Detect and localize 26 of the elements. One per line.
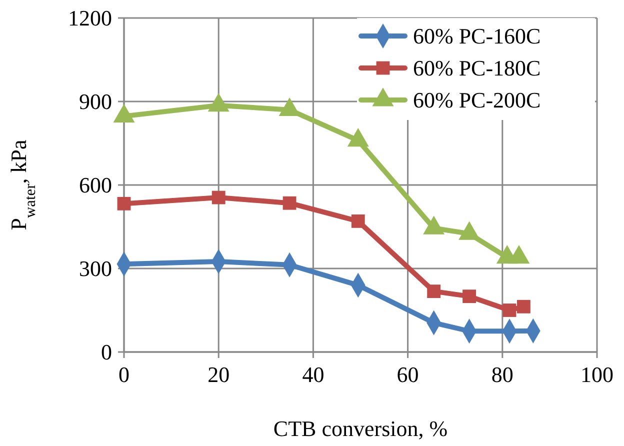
x-tick-label: 20 [208,362,230,387]
legend-label: 60% PC-160C [413,24,541,49]
legend-label: 60% PC-200C [413,88,541,113]
point [282,196,296,210]
y-tick-label: 0 [101,340,112,365]
y-tick-label: 600 [79,172,112,198]
point [502,304,516,317]
y-tick-label: 1200 [68,6,112,31]
x-tick-label: 60 [396,362,419,387]
legend-label: 60% PC-180C [413,56,541,81]
point [427,284,441,298]
x-tick-label: 40 [302,362,324,387]
x-axis-title: CTB conversion, % [273,416,448,441]
x-tick-label: 80 [491,362,514,387]
point [117,196,131,210]
point [208,92,230,112]
point [113,104,135,122]
point [351,214,365,228]
point [516,300,530,314]
point [212,190,226,204]
x-tick-label: 0 [118,362,130,387]
y-tick-label: 300 [79,256,112,282]
x-tick-label: 100 [580,362,614,387]
point [462,290,476,304]
y-tick-label: 900 [79,89,112,114]
point [347,128,369,147]
